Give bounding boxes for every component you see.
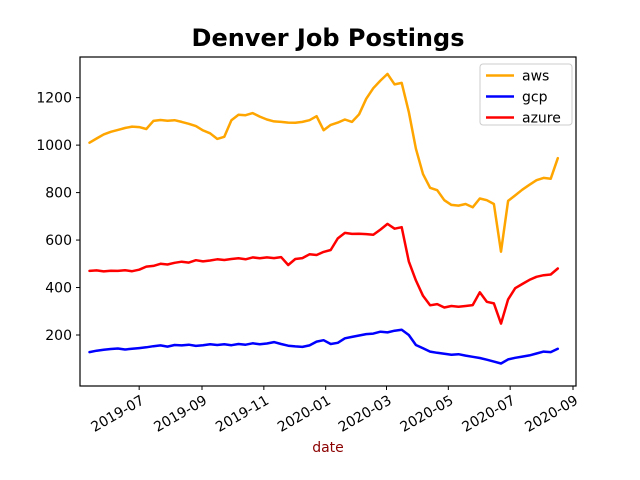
x-axis-label: date	[312, 440, 344, 456]
legend-box	[479, 63, 573, 126]
x-tick-label: 2019-09	[151, 393, 210, 436]
legend-label-gcp: gcp	[522, 90, 548, 106]
y-tick-label: 200	[45, 328, 72, 344]
legend-label-aws: aws	[522, 69, 549, 85]
x-tick-label: 2019-11	[213, 393, 272, 436]
x-tick-label: 2019-07	[89, 393, 148, 436]
series-line-aws	[88, 72, 560, 253]
plot-layer: 200 400 600 800 1000 1200 2019-07 2019-09 2019-1…	[36, 56, 581, 436]
legend-label-azure: azure	[522, 111, 561, 127]
chart-title: Denver Job Postings	[192, 24, 465, 52]
series-line-gcp	[88, 328, 560, 365]
y-tick-label: 400	[45, 281, 72, 297]
y-tick-label: 1000	[36, 138, 72, 154]
y-tick-label: 600	[45, 233, 72, 249]
x-tick-label: 2020-09	[522, 393, 581, 436]
y-tick-label: 800	[45, 186, 72, 202]
series-line-azure	[88, 222, 560, 325]
plot-border	[79, 56, 577, 387]
y-tick-label: 1200	[36, 91, 72, 107]
x-tick-label: 2020-01	[275, 393, 334, 436]
x-tick-label: 2020-03	[336, 393, 395, 436]
x-tick-label: 2020-05	[398, 393, 457, 436]
x-tick-label: 2020-07	[459, 393, 518, 436]
